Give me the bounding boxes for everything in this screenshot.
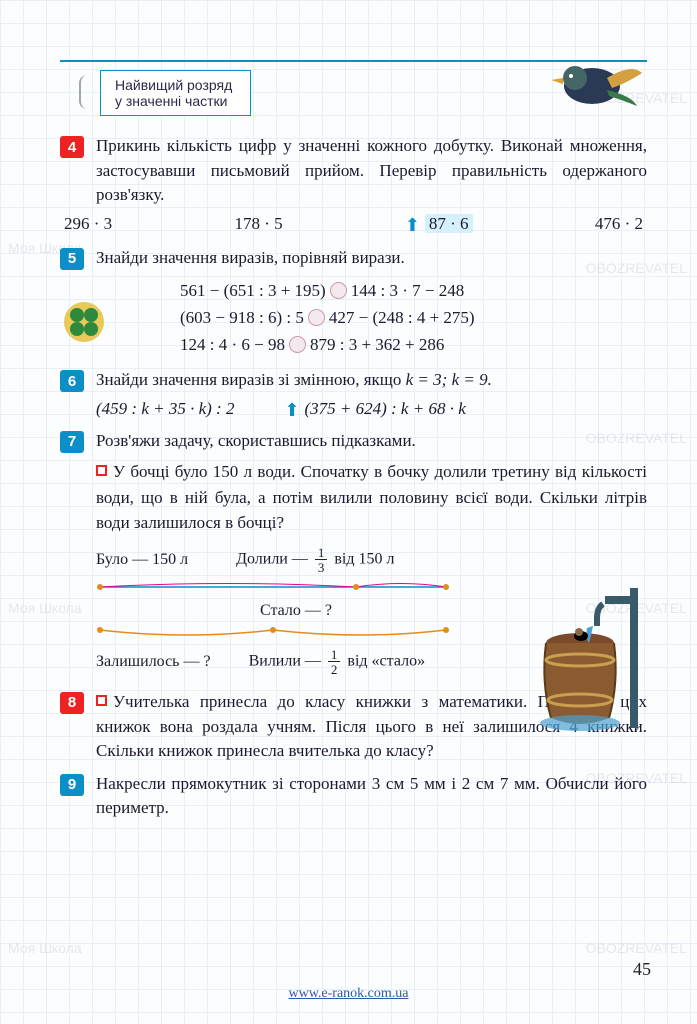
title-line1: Найвищий розряд — [115, 77, 232, 93]
task-4: 4 Прикинь кількість цифр у значенні кожн… — [60, 134, 647, 208]
frac-num: 1 — [328, 648, 341, 662]
expr: (603 − 918 : 6) : 5 — [180, 308, 304, 327]
compare-circle — [308, 309, 325, 326]
task-4-expressions: 296 · 3 178 · 5 ⬆87 · 6 476 · 2 — [64, 214, 643, 234]
text: Вилили — — [249, 653, 321, 670]
title-line2: у значенні частки — [115, 93, 232, 109]
task-7: 7 Розв'яжи задачу, скориставшись підказк… — [60, 429, 647, 454]
diagram-was: Було — 150 л — [96, 551, 188, 569]
diagram-added: Долили — 13 від 150 л — [236, 546, 394, 574]
task-7-diagram: Було — 150 л Долили — 13 від 150 л Стало… — [96, 546, 496, 676]
up-arrow-icon: ⬆ — [284, 400, 300, 416]
text: від 150 л — [334, 551, 394, 568]
expr: 879 : 3 + 362 + 286 — [310, 335, 444, 354]
fraction: 12 — [328, 648, 341, 676]
frac-den: 2 — [331, 662, 338, 676]
page-number: 45 — [633, 959, 651, 980]
task-number-9: 9 — [60, 774, 84, 796]
task-4-text: Прикинь кількість цифр у значенні кожног… — [96, 134, 647, 208]
task-6: 6 Знайди значення виразів зі змінною, як… — [60, 368, 647, 393]
diagram-left: Залишилось — ? — [96, 653, 211, 671]
task-7-problem: У бочці було 150 л води. Спочатку в бочк… — [96, 459, 647, 536]
task-number-4: 4 — [60, 136, 84, 158]
compare-circle — [330, 282, 347, 299]
clover-icon — [62, 300, 106, 344]
text: Знайди значення виразів зі змінною, якщо — [96, 370, 406, 389]
task-6-text: Знайди значення виразів зі змінною, якщо… — [96, 368, 647, 393]
frac-den: 3 — [318, 560, 325, 574]
footer-url: www.e-ranok.com.ua — [0, 986, 697, 1002]
task-9: 9 Накресли прямокутник зі сторонами 3 см… — [60, 772, 647, 821]
expr-italic: (459 : k + 35 · k) : 2 — [96, 399, 234, 418]
expr: 296 · 3 — [64, 214, 112, 234]
expr: 427 − (248 : 4 + 275) — [329, 308, 475, 327]
expr: 124 : 4 · 6 − 98 — [180, 335, 285, 354]
expr: ⬆87 · 6 — [405, 214, 473, 234]
task-5: 5 Знайди значення виразів, порівняй вира… — [60, 246, 647, 271]
section-title-tab: Найвищий розряд у значенні частки — [100, 70, 251, 116]
red-square-icon — [96, 695, 107, 706]
task-9-text: Накресли прямокутник зі сторонами 3 см 5… — [96, 772, 647, 821]
expr: 178 · 5 — [234, 214, 282, 234]
diagram-poured: Вилили — 12 від «стало» — [249, 648, 425, 676]
expr: (459 : k + 35 · k) : 2 — [96, 399, 234, 419]
task-number-7: 7 — [60, 431, 84, 453]
expr: 144 : 3 · 7 − 248 — [351, 281, 464, 300]
up-arrow-icon: ⬆ — [405, 215, 421, 231]
diagram-became: Стало — ? — [260, 602, 332, 620]
task-5-text: Знайди значення виразів, порівняй вирази… — [96, 246, 647, 271]
text: від «стало» — [347, 653, 425, 670]
segment-bottom — [96, 624, 496, 642]
expr-highlighted: 87 · 6 — [425, 214, 473, 233]
barrel-illustration — [535, 588, 655, 738]
text: Долили — — [236, 551, 308, 568]
task-6-expressions: (459 : k + 35 · k) : 2 ⬆(375 + 624) : k … — [96, 399, 647, 419]
task-number-8: 8 — [60, 692, 84, 714]
watermark: Моя Школа — [8, 940, 82, 956]
segment-top — [96, 578, 496, 596]
task-number-6: 6 — [60, 370, 84, 392]
expr: 561 − (651 : 3 + 195) — [180, 281, 326, 300]
expr: 476 · 2 — [595, 214, 643, 234]
text-italic: k = 3; k = 9. — [406, 370, 492, 389]
task-7-text: Розв'яжи задачу, скориставшись підказкам… — [96, 429, 647, 454]
expr: ⬆(375 + 624) : k + 68 · k — [284, 399, 465, 419]
problem-text: У бочці було 150 л води. Спочатку в бочк… — [96, 462, 647, 532]
watermark: OBOZREVATEL — [586, 940, 687, 956]
red-square-icon — [96, 465, 107, 476]
decorative-bird-icon — [537, 48, 647, 118]
fraction: 13 — [315, 546, 328, 574]
compare-circle — [289, 336, 306, 353]
expr-italic: (375 + 624) : k + 68 · k — [304, 399, 465, 418]
task-number-5: 5 — [60, 248, 84, 270]
frac-num: 1 — [315, 546, 328, 560]
task-5-expressions: 561 − (651 : 3 + 195) 144 : 3 · 7 − 248 (… — [180, 277, 647, 359]
